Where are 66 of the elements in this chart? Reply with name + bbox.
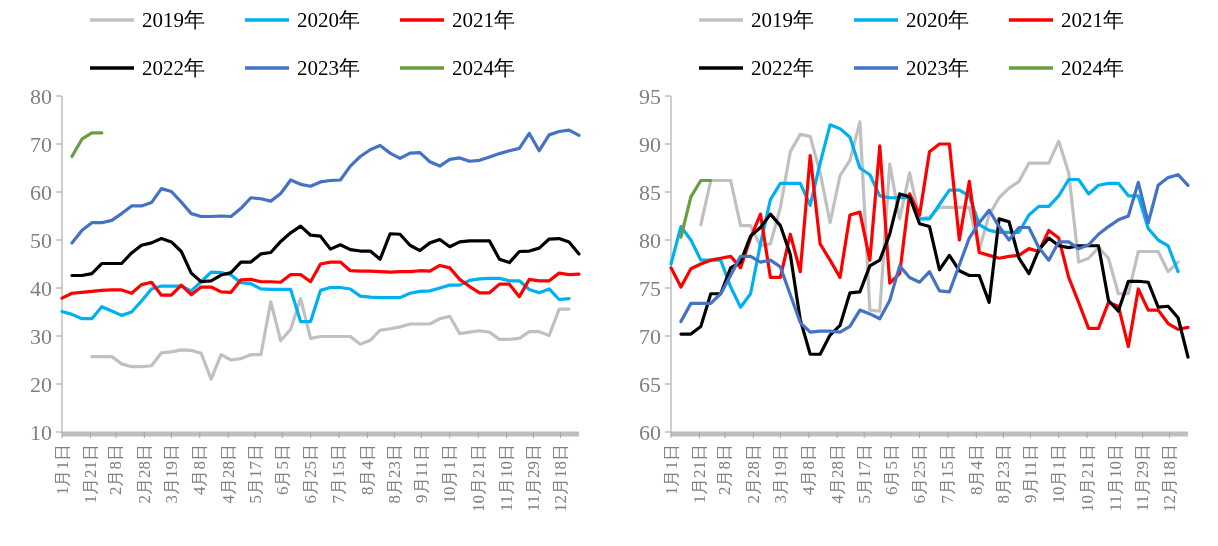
- x-tick-label: 12月18日: [1160, 444, 1180, 512]
- legend-label: 2023年: [297, 56, 360, 80]
- y-tick-label: 80: [30, 83, 52, 109]
- legend-label: 2020年: [297, 8, 360, 32]
- x-tick-label: 11月10日: [1106, 444, 1126, 512]
- legend-label: 2021年: [1061, 8, 1124, 32]
- x-tick-label: 4月8日: [190, 444, 210, 495]
- legend-label: 2024年: [452, 56, 515, 80]
- x-tick-label: 5月17日: [854, 444, 874, 504]
- x-tick-label: 4月8日: [799, 444, 819, 495]
- y-tick-label: 80: [639, 227, 661, 253]
- x-tick-label: 6月25日: [910, 444, 930, 504]
- x-tick-label: 8月23日: [384, 444, 404, 504]
- y-tick-label: 30: [30, 323, 52, 349]
- x-tick-label: 10月1日: [1049, 444, 1069, 504]
- x-tick-label: 1月1日: [661, 444, 681, 495]
- y-tick-label: 95: [639, 83, 661, 109]
- x-tick-label: 8月23日: [993, 444, 1013, 504]
- legend-label: 2022年: [751, 56, 814, 80]
- x-tick-label: 3月19日: [770, 444, 790, 504]
- x-tick-label: 11月29日: [1133, 444, 1153, 512]
- x-tick-label: 5月17日: [245, 444, 265, 504]
- x-tick-label: 6月5日: [272, 444, 292, 495]
- x-tick-label: 2月28日: [743, 444, 763, 504]
- y-tick-label: 70: [639, 323, 661, 349]
- x-tick-label: 11月29日: [524, 444, 544, 512]
- legend-label: 2020年: [906, 8, 969, 32]
- x-tick-label: 8月4日: [966, 444, 986, 495]
- y-tick-label: 60: [30, 179, 52, 205]
- legend-label: 2019年: [751, 8, 814, 32]
- legend-label: 2023年: [906, 56, 969, 80]
- y-tick-label: 40: [30, 275, 52, 301]
- y-tick-label: 70: [30, 131, 52, 157]
- x-tick-label: 7月15日: [938, 444, 958, 504]
- y-tick-label: 50: [30, 227, 52, 253]
- legend-label: 2021年: [452, 8, 515, 32]
- x-tick-label: 1月21日: [689, 444, 709, 504]
- x-tick-label: 10月21日: [468, 444, 488, 512]
- x-tick-label: 9月11日: [1020, 444, 1040, 503]
- x-tick-label: 3月19日: [161, 444, 181, 504]
- y-tick-label: 85: [639, 179, 661, 205]
- x-tick-label: 2月28日: [134, 444, 154, 504]
- y-tick-label: 10: [30, 419, 52, 445]
- x-tick-label: 6月5日: [881, 444, 901, 495]
- x-tick-label: 7月15日: [329, 444, 349, 504]
- y-tick-label: 20: [30, 371, 52, 397]
- x-tick-label: 2月8日: [106, 444, 126, 495]
- y-tick-label: 65: [639, 371, 661, 397]
- x-tick-label: 2月8日: [715, 444, 735, 495]
- x-tick-label: 4月28日: [218, 444, 238, 504]
- legend-label: 2022年: [142, 56, 205, 80]
- legend-label: 2024年: [1061, 56, 1124, 80]
- x-tick-label: 9月11日: [411, 444, 431, 503]
- x-tick-label: 10月1日: [440, 444, 460, 504]
- x-tick-label: 6月25日: [301, 444, 321, 504]
- x-tick-label: 12月18日: [551, 444, 571, 512]
- x-tick-label: 1月1日: [52, 444, 72, 495]
- y-tick-label: 90: [639, 131, 661, 157]
- x-tick-label: 11月10日: [497, 444, 517, 512]
- y-tick-label: 60: [639, 419, 661, 445]
- legend-label: 2019年: [142, 8, 205, 32]
- x-tick-label: 1月21日: [80, 444, 100, 504]
- x-tick-label: 4月28日: [827, 444, 847, 504]
- x-tick-label: 8月4日: [357, 444, 377, 495]
- x-tick-label: 10月21日: [1077, 444, 1097, 512]
- y-tick-label: 75: [639, 275, 661, 301]
